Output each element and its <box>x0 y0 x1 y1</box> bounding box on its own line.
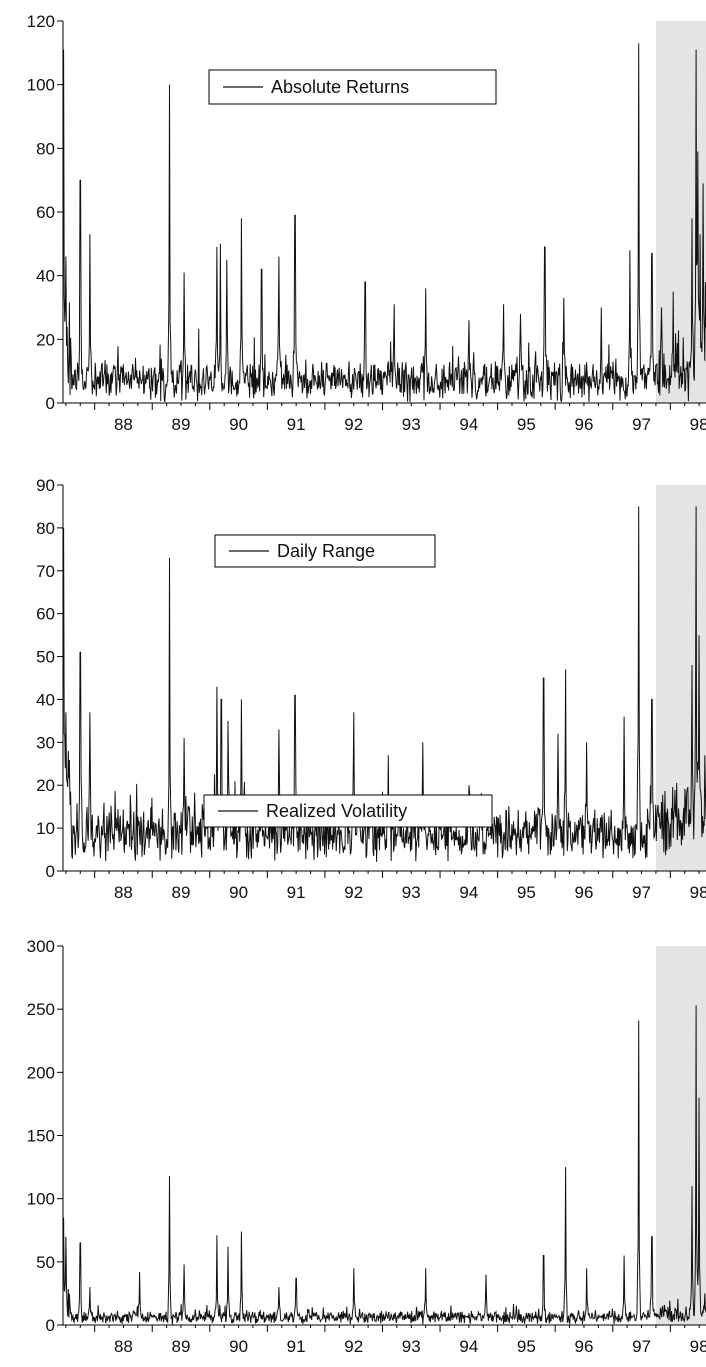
x-tick-label: 91 <box>287 1337 306 1356</box>
y-tick-label: 20 <box>36 776 55 795</box>
y-tick-label: 60 <box>36 203 55 222</box>
x-tick-label: 88 <box>114 1337 133 1356</box>
x-tick-label: 90 <box>229 415 248 434</box>
y-tick-label: 90 <box>36 476 55 495</box>
x-tick-label: 97 <box>632 415 651 434</box>
x-tick-label: 89 <box>172 415 191 434</box>
y-tick-label: 20 <box>36 330 55 349</box>
y-tick-label: 40 <box>36 690 55 709</box>
x-tick-label: 94 <box>459 1337 478 1356</box>
y-tick-label: 250 <box>27 1000 55 1019</box>
x-tick-label: 94 <box>459 415 478 434</box>
x-tick-label: 91 <box>287 415 306 434</box>
y-tick-label: 100 <box>27 76 55 95</box>
legend: Absolute Returns <box>208 69 497 105</box>
y-tick-label: 40 <box>36 267 55 286</box>
legend-label: Daily Range <box>277 541 375 561</box>
x-tick-label: 98 <box>690 1337 706 1356</box>
x-tick-label: 93 <box>402 1337 421 1356</box>
x-tick-label: 88 <box>114 883 133 902</box>
y-tick-label: 120 <box>27 12 55 31</box>
y-tick-label: 0 <box>46 394 55 413</box>
y-tick-label: 300 <box>27 937 55 956</box>
series-line-realized-volatility <box>62 1005 706 1325</box>
x-tick-label: 96 <box>575 883 594 902</box>
x-tick-label: 89 <box>172 883 191 902</box>
legend-box <box>203 794 493 828</box>
x-tick-label: 95 <box>517 1337 536 1356</box>
y-tick-label: 200 <box>27 1063 55 1082</box>
series-line-daily-range <box>62 506 706 862</box>
shaded-region <box>655 946 706 1325</box>
y-tick-label: 70 <box>36 562 55 581</box>
x-tick-label: 94 <box>459 883 478 902</box>
x-tick-label: 88 <box>114 415 133 434</box>
x-tick-label: 89 <box>172 1337 191 1356</box>
legend-label: Absolute Returns <box>271 77 409 97</box>
x-tick-label: 95 <box>517 883 536 902</box>
x-tick-label: 95 <box>517 415 536 434</box>
x-tick-label: 92 <box>344 415 363 434</box>
y-tick-label: 0 <box>46 1316 55 1335</box>
y-tick-label: 150 <box>27 1127 55 1146</box>
x-tick-label: 93 <box>402 415 421 434</box>
legend-label: Realized Volatility <box>266 801 407 821</box>
x-tick-label: 98 <box>690 883 706 902</box>
x-tick-label: 92 <box>344 883 363 902</box>
x-tick-label: 92 <box>344 1337 363 1356</box>
legend: Realized Volatility <box>203 794 493 828</box>
y-tick-label: 30 <box>36 733 55 752</box>
y-tick-label: 100 <box>27 1190 55 1209</box>
y-tick-label: 10 <box>36 819 55 838</box>
x-tick-label: 96 <box>575 1337 594 1356</box>
y-tick-label: 60 <box>36 605 55 624</box>
x-tick-label: 90 <box>229 883 248 902</box>
x-tick-label: 93 <box>402 883 421 902</box>
x-tick-label: 91 <box>287 883 306 902</box>
x-tick-label: 97 <box>632 1337 651 1356</box>
x-tick-label: 90 <box>229 1337 248 1356</box>
y-tick-label: 50 <box>36 648 55 667</box>
y-tick-label: 80 <box>36 519 55 538</box>
series-line-absolute-returns <box>62 43 706 403</box>
x-tick-label: 97 <box>632 883 651 902</box>
y-tick-label: 0 <box>46 862 55 881</box>
chart-panel-1: 0 20 40 60 80 100 120 88 89 90 91 92 93 94 95 96 97 98 Abs… <box>27 12 706 434</box>
chart-panel-2: 0 10 20 30 40 50 60 70 80 90 88 89 90 91 92 93 94 95 96 97 9… <box>36 476 706 902</box>
legend: Daily Range <box>214 534 436 568</box>
x-tick-label: 98 <box>690 415 706 434</box>
x-tick-label: 96 <box>575 415 594 434</box>
y-tick-label: 50 <box>36 1253 55 1272</box>
y-tick-label: 80 <box>36 139 55 158</box>
